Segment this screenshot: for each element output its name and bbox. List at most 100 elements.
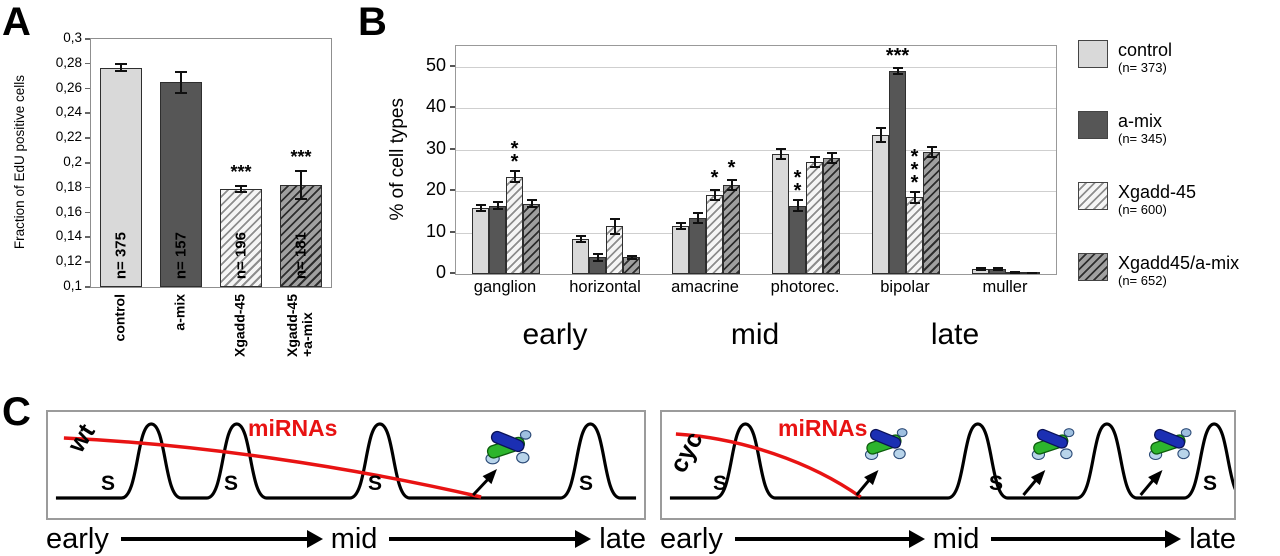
y-tick-label: 30 bbox=[425, 137, 457, 158]
right-arrow-icon bbox=[389, 530, 592, 547]
bar-bipolar-Xgadd-45 bbox=[906, 197, 923, 274]
y-tick-label: 40 bbox=[425, 96, 457, 117]
cyc-diagram-svg bbox=[669, 422, 1234, 500]
category-label-bipolar: bipolar bbox=[880, 278, 930, 296]
legend-text: control (n= 373) bbox=[1118, 40, 1172, 75]
arrowhead bbox=[482, 469, 497, 485]
y-tick-label: 0,18 bbox=[55, 178, 92, 194]
panel-b-y-tick-labels: 0 10 20 30 40 50 bbox=[406, 45, 457, 282]
wt-cell-cycle-diagram: wt miRNAs S S S S bbox=[46, 410, 646, 520]
legend-sample-size: (n= 345) bbox=[1118, 131, 1167, 146]
s-phase-label: S bbox=[223, 472, 239, 495]
y-tick-label: 0,1 bbox=[63, 278, 91, 293]
legend-text: a-mix (n= 345) bbox=[1118, 111, 1167, 146]
legend-item-xgadd45-a-mix: Xgadd45/a-mix (n= 652) bbox=[1078, 253, 1276, 288]
legend-text: Xgadd45/a-mix (n= 652) bbox=[1118, 253, 1239, 288]
error-bar bbox=[726, 178, 737, 192]
panel-b-plot-area: * * * * * * *** * * * bbox=[455, 45, 1057, 275]
timeline-label-early: early bbox=[660, 523, 723, 555]
legend-item-control: control (n= 373) bbox=[1078, 40, 1276, 75]
panel-a-y-axis-title: Fraction of EdU positive cells bbox=[8, 38, 30, 286]
mirna-label: miRNAs bbox=[778, 415, 868, 441]
error-bar bbox=[592, 253, 603, 262]
legend-sample-size: (n= 373) bbox=[1118, 60, 1167, 75]
stage-label-early: early bbox=[522, 318, 588, 351]
y-tick-label: 0,22 bbox=[55, 129, 92, 145]
cyc-cell-cycle-diagram: cyc miRNAs S S S bbox=[660, 410, 1236, 520]
panel-a-letter: A bbox=[2, 0, 31, 44]
legend-label: Xgadd-45 bbox=[1118, 182, 1197, 202]
gridline bbox=[456, 108, 1056, 110]
bar-ganglion-Xgadd-45 bbox=[506, 176, 523, 274]
legend-sample-size: (n= 600) bbox=[1118, 202, 1167, 217]
error-bar bbox=[475, 203, 486, 213]
error-bar bbox=[526, 199, 537, 208]
gridline bbox=[456, 191, 1056, 193]
error-bar bbox=[975, 266, 986, 272]
error-bar bbox=[175, 71, 187, 94]
s-phase-label: S bbox=[988, 472, 1004, 495]
bar-amacrine-a-mix bbox=[689, 218, 706, 274]
y-tick-label: 0 bbox=[435, 262, 457, 282]
y-tick-label: 50 bbox=[425, 54, 457, 75]
bar-photorec.-a-mix bbox=[789, 205, 806, 274]
error-bar bbox=[626, 255, 637, 260]
bar-amacrine-Xgadd45/a-mix bbox=[723, 184, 740, 274]
panel-a-y-tick-labels: 0,3 0,28 0,26 0,24 0,22 0,2 0,18 0,16 0,14 0,12 0,… bbox=[38, 30, 92, 293]
bar-photorec.-Xgadd-45 bbox=[806, 162, 823, 274]
protein-complex-icon bbox=[485, 429, 532, 465]
protein-complex-icon bbox=[1148, 427, 1192, 461]
error-bar bbox=[115, 62, 127, 73]
wt-diagram-svg bbox=[55, 422, 637, 500]
error-bar bbox=[692, 211, 703, 225]
error-bar bbox=[792, 199, 803, 213]
wt-timeline: early mid late bbox=[46, 524, 646, 554]
y-tick-label: 0,26 bbox=[55, 79, 92, 95]
right-arrow-icon bbox=[120, 530, 323, 547]
bar-bipolar-control bbox=[872, 135, 889, 274]
s-phase-label: S bbox=[367, 472, 383, 495]
legend: control (n= 373) a-mix (n= 345) Xgadd-45… bbox=[1078, 40, 1276, 324]
error-bar bbox=[875, 126, 886, 144]
stage-label-mid: mid bbox=[730, 318, 780, 351]
timeline-label-mid: mid bbox=[932, 523, 980, 555]
significance-marker: * * bbox=[793, 167, 802, 203]
panel-b-stage-labels: early mid late bbox=[455, 318, 1055, 358]
bar-horizontal-control bbox=[572, 238, 589, 274]
error-bar bbox=[235, 185, 247, 194]
significance-marker: * * * bbox=[910, 146, 919, 195]
bar-4: n= 181 bbox=[280, 185, 322, 287]
error-bar bbox=[1009, 271, 1020, 275]
right-arrow-icon bbox=[734, 530, 925, 547]
gridline bbox=[456, 149, 1056, 151]
arrowhead bbox=[1030, 470, 1046, 486]
significance-marker: *** bbox=[885, 44, 910, 67]
gridline bbox=[456, 232, 1056, 234]
x-category-label: control bbox=[111, 294, 128, 342]
bar-n-label: n= 157 bbox=[172, 231, 190, 279]
bar-photorec.-control bbox=[772, 153, 789, 274]
cyc-timeline: early mid late bbox=[660, 524, 1236, 554]
category-label-horizontal: horizontal bbox=[569, 278, 641, 296]
legend-label: a-mix bbox=[1118, 111, 1162, 131]
error-bar bbox=[609, 218, 620, 235]
category-label-ganglion: ganglion bbox=[473, 278, 537, 296]
mirna-decline-curve bbox=[675, 432, 862, 499]
mirna-decline-curve bbox=[63, 436, 482, 499]
y-tick-label: 0,3 bbox=[63, 30, 91, 45]
error-bar bbox=[1026, 271, 1037, 275]
significance-marker: *** bbox=[230, 162, 252, 183]
panel-a-x-category-labels: control a-mix Xgadd-45 Xgadd-45 +a-mix bbox=[90, 292, 330, 394]
legend-text: Xgadd-45 (n= 600) bbox=[1118, 182, 1196, 217]
legend-sample-size: (n= 652) bbox=[1118, 273, 1167, 288]
bar-amacrine-control bbox=[672, 226, 689, 274]
legend-swatch-xgadd45-a-mix bbox=[1078, 253, 1108, 281]
bar-n-label: n= 181 bbox=[292, 231, 310, 279]
arrowhead bbox=[864, 470, 879, 486]
error-bar bbox=[575, 234, 586, 244]
significance-marker: *** bbox=[290, 147, 312, 168]
timeline-label-mid: mid bbox=[330, 523, 378, 555]
error-bar bbox=[892, 66, 903, 76]
error-bar bbox=[295, 170, 307, 201]
bar-photorec.-Xgadd45/a-mix bbox=[823, 157, 840, 274]
